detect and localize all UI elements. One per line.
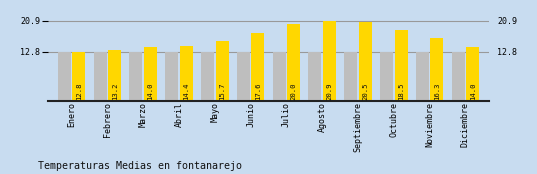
Text: 12.8: 12.8 <box>76 82 82 100</box>
Bar <box>287 24 300 101</box>
Bar <box>273 52 286 101</box>
Bar <box>180 46 193 101</box>
Bar <box>431 38 444 101</box>
Text: 14.0: 14.0 <box>148 82 154 100</box>
Text: 18.5: 18.5 <box>398 82 404 100</box>
Bar <box>129 52 142 101</box>
Bar <box>380 52 393 101</box>
Text: 20.0: 20.0 <box>291 82 297 100</box>
Bar <box>58 52 71 101</box>
Bar <box>144 47 157 101</box>
Text: 15.7: 15.7 <box>219 82 225 100</box>
Text: 14.0: 14.0 <box>470 82 476 100</box>
Bar <box>165 52 178 101</box>
Bar <box>72 52 85 101</box>
Text: 20.9: 20.9 <box>326 82 332 100</box>
Bar <box>201 52 214 101</box>
Text: Temperaturas Medias en fontanarejo: Temperaturas Medias en fontanarejo <box>38 161 242 171</box>
Bar <box>395 30 408 101</box>
Bar <box>466 47 479 101</box>
Bar <box>359 22 372 101</box>
Text: 16.3: 16.3 <box>434 82 440 100</box>
Text: 17.6: 17.6 <box>255 82 261 100</box>
Bar <box>344 52 357 101</box>
Bar <box>308 52 321 101</box>
Bar <box>93 52 106 101</box>
Bar <box>108 50 121 101</box>
Bar <box>251 33 264 101</box>
Bar <box>323 21 336 101</box>
Text: 20.5: 20.5 <box>362 82 368 100</box>
Bar <box>237 52 250 101</box>
Bar <box>452 52 465 101</box>
Text: 14.4: 14.4 <box>183 82 190 100</box>
Bar <box>216 41 229 101</box>
Text: 13.2: 13.2 <box>112 82 118 100</box>
Bar <box>416 52 429 101</box>
